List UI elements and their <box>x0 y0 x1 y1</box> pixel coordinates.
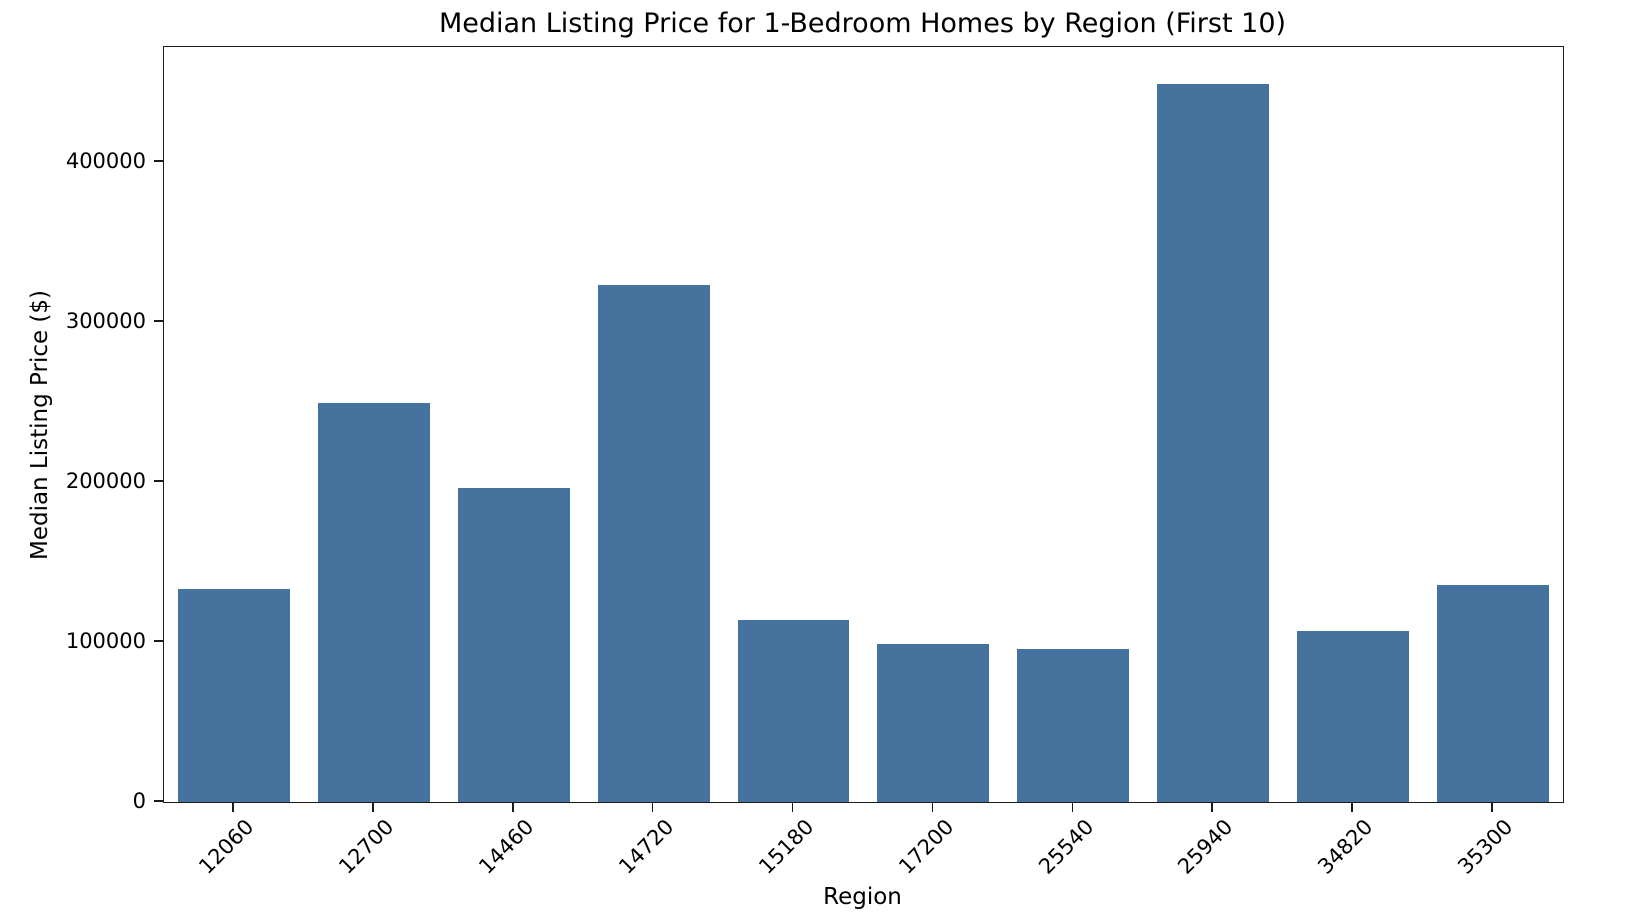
bar-12700 <box>317 402 430 802</box>
bar-17200 <box>877 643 990 802</box>
x-tick-label: 12700 <box>334 814 399 879</box>
x-tick-label: 15180 <box>753 814 819 879</box>
bar-25940 <box>1157 83 1270 802</box>
x-tick-mark <box>931 802 934 812</box>
x-tick-label: 25540 <box>1033 814 1098 879</box>
x-tick-label: 14720 <box>613 814 679 879</box>
bar-15180 <box>737 619 850 802</box>
x-tick-mark <box>651 802 654 812</box>
x-tick-label: 17200 <box>893 814 959 879</box>
y-tick-label: 400000 <box>65 148 146 173</box>
y-tick-label: 0 <box>132 788 146 813</box>
bar-12060 <box>177 589 290 802</box>
x-tick-mark <box>232 802 234 812</box>
bar-14720 <box>597 284 710 802</box>
y-axis-label: Median Listing Price ($) <box>27 289 53 561</box>
x-tick-label: 25940 <box>1173 814 1238 879</box>
x-tick-mark <box>372 802 374 812</box>
y-tick-label: 200000 <box>65 468 146 493</box>
x-tick-label: 35300 <box>1453 814 1518 879</box>
y-tick-mark <box>154 480 163 482</box>
y-tick-label: 300000 <box>65 308 146 333</box>
x-tick-mark <box>1211 802 1214 812</box>
bar-35300 <box>1437 585 1549 802</box>
x-tick-mark <box>1491 802 1493 812</box>
x-tick-label: 12060 <box>194 814 259 879</box>
chart-title: Median Listing Price for 1-Bedroom Homes… <box>438 8 1287 39</box>
y-tick-mark <box>154 160 163 162</box>
x-tick-mark <box>1071 802 1074 812</box>
bar-25540 <box>1017 649 1130 802</box>
y-tick-mark <box>154 800 163 802</box>
y-tick-mark <box>154 320 163 322</box>
y-tick-mark <box>154 640 163 642</box>
x-axis-label: Region <box>823 884 902 910</box>
bar-14460 <box>457 488 570 802</box>
x-tick-label: 34820 <box>1313 814 1378 879</box>
x-tick-label: 14460 <box>474 814 539 879</box>
x-tick-mark <box>511 802 514 812</box>
plot-area <box>163 46 1564 803</box>
bar-34820 <box>1297 630 1410 802</box>
y-tick-label: 100000 <box>65 628 146 653</box>
x-tick-mark <box>791 802 794 812</box>
x-tick-mark <box>1351 802 1353 812</box>
